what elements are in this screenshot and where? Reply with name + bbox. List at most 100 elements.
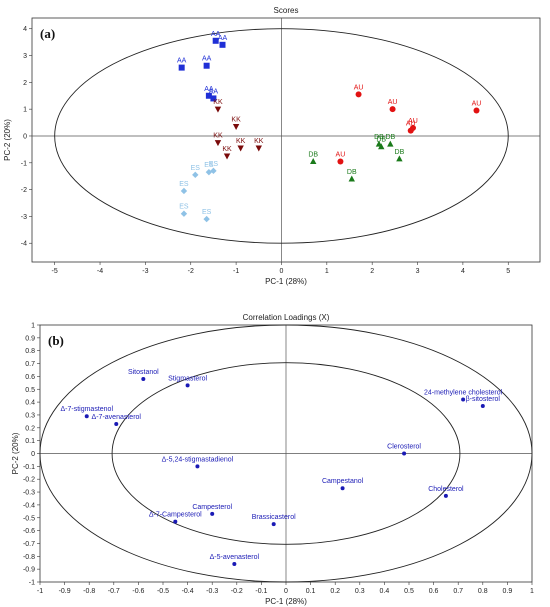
- y-tick-label: -1: [29, 580, 35, 587]
- x-axis-label: PC-1 (28%): [265, 277, 307, 286]
- y-tick-label: -0.5: [23, 515, 35, 522]
- x-tick-label: 5: [506, 268, 510, 275]
- point-db-label: DB: [376, 137, 386, 144]
- loading-point: [443, 493, 448, 498]
- y-tick-label: -0.6: [23, 528, 35, 535]
- point-es-label: ES: [179, 181, 189, 188]
- loading-label: Campestanol: [322, 478, 364, 485]
- y-tick-label: 3: [23, 53, 27, 60]
- point-aa-marker: [212, 37, 219, 44]
- point-es-marker: [210, 167, 217, 175]
- point-au-label: AU: [336, 151, 346, 158]
- point-es-label: ES: [209, 161, 219, 168]
- x-tick-label: 0.9: [503, 588, 513, 595]
- point-au-label: AU: [472, 101, 482, 108]
- y-tick-label: -1: [21, 160, 27, 167]
- x-tick-label: 4: [461, 268, 465, 275]
- x-tick-label: -0.8: [83, 588, 95, 595]
- x-tick-label: -0.3: [206, 588, 218, 595]
- x-tick-label: -0.1: [255, 588, 267, 595]
- x-tick-label: 0: [280, 268, 284, 275]
- point-au-marker: [355, 91, 362, 98]
- point-db-marker: [396, 155, 403, 162]
- x-tick-label: -0.7: [108, 588, 120, 595]
- loading-label: Clerosterol: [387, 444, 421, 451]
- point-aa-marker: [219, 41, 226, 48]
- point-au-label: AU: [406, 121, 416, 128]
- y-tick-label: -0.1: [23, 464, 35, 471]
- loading-label: Stigmasterol: [168, 375, 207, 382]
- x-tick-label: 0.7: [453, 588, 463, 595]
- point-aa-label: AA: [218, 35, 228, 42]
- point-aa-label: AA: [202, 56, 212, 63]
- loading-label: β-sitosterol: [466, 396, 501, 403]
- loading-point: [173, 519, 178, 524]
- correlation-circle: [111, 362, 461, 545]
- point-kk-label: KK: [254, 138, 264, 145]
- y-tick-label: -4: [21, 241, 27, 248]
- y-tick-label: -0.3: [23, 490, 35, 497]
- x-tick-label: -0.5: [157, 588, 169, 595]
- point-es-marker: [180, 187, 188, 195]
- point-kk-marker: [223, 153, 231, 160]
- x-tick-label: 2: [370, 268, 374, 275]
- point-aa-marker: [210, 95, 217, 102]
- x-tick-label: -0.6: [132, 588, 144, 595]
- loading-label: Δ-7-avenasterol: [92, 414, 142, 421]
- point-au-marker: [337, 158, 344, 165]
- point-es-label: ES: [179, 204, 189, 211]
- panel-label: (a): [40, 26, 55, 41]
- loading-label: Δ-7-Campesterol: [149, 512, 202, 519]
- x-axis-label: PC-1 (28%): [265, 597, 307, 606]
- point-db-label: DB: [347, 169, 357, 176]
- confidence-ellipse: [54, 28, 509, 244]
- loading-label: Δ-7-stigmastenol: [60, 406, 113, 413]
- scores-chart: -5 -4 -3 -2 -1 0 1 2 3 4 5 -4 -3 -2 -1 0 1 2 3 4 Scores PC-1 …: [3, 6, 541, 286]
- x-tick-label: -3: [142, 268, 148, 275]
- loading-point: [340, 486, 345, 491]
- y-tick-label: -0.2: [23, 477, 35, 484]
- point-es-label: ES: [191, 165, 201, 172]
- point-kk-label: KK: [231, 117, 241, 124]
- y-tick-label: 4: [23, 26, 27, 33]
- point-db-marker: [310, 158, 317, 165]
- point-db-label: DB: [395, 149, 405, 156]
- y-axis-label: PC-2 (20%): [11, 432, 20, 474]
- x-tick-label: 0.3: [355, 588, 365, 595]
- x-tick-label: 0: [284, 588, 288, 595]
- x-tick-label: 0.8: [478, 588, 488, 595]
- y-tick-label: 0.5: [25, 387, 35, 394]
- y-tick-label: -0.8: [23, 554, 35, 561]
- point-es-label: ES: [202, 209, 212, 216]
- x-tick-label: 0.5: [404, 588, 414, 595]
- x-tick-label: -1: [233, 268, 239, 275]
- point-es-marker: [180, 210, 188, 217]
- y-axis-label: PC-2 (20%): [3, 119, 12, 161]
- loading-label: Δ-5-avenasterol: [210, 554, 260, 561]
- y-tick-label: 1: [23, 107, 27, 114]
- point-aa-marker: [203, 62, 210, 69]
- point-au-marker: [389, 106, 396, 113]
- point-aa-marker: [178, 64, 185, 71]
- point-aa-label: AA: [204, 86, 214, 93]
- point-aa-label: AA: [211, 31, 221, 38]
- loading-point: [461, 397, 466, 402]
- loading-point: [480, 403, 485, 408]
- y-tick-label: -0.4: [23, 502, 35, 509]
- point-au-marker: [473, 107, 480, 114]
- point-kk-marker: [214, 106, 222, 113]
- y-tick-label: 0.8: [25, 348, 35, 355]
- point-es-marker: [192, 171, 199, 179]
- point-aa-marker: [205, 92, 212, 99]
- point-db-marker: [378, 143, 385, 150]
- correlation-loadings-chart: -1 -0.9 -0.8 -0.7 -0.6 -0.5 -0.4 -0.3 -0.2 -0.1 0 0…: [11, 313, 534, 606]
- point-au-label: AU: [388, 99, 398, 106]
- point-db-label: DB: [385, 134, 395, 141]
- point-kk-marker: [237, 145, 244, 152]
- loading-label: Cholesterol: [428, 486, 464, 493]
- y-tick-label: 0.6: [25, 374, 35, 381]
- loading-point: [84, 414, 89, 419]
- x-tick-label: -0.9: [59, 588, 71, 595]
- x-tick-label: -1: [37, 588, 43, 595]
- x-tick-label: -4: [97, 268, 103, 275]
